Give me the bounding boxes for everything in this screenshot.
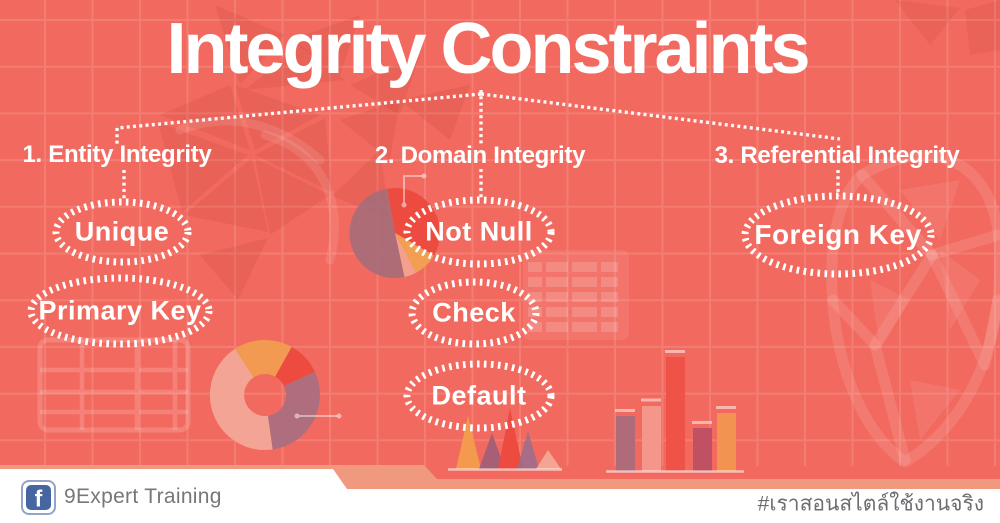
node-unique: Unique xyxy=(74,216,170,247)
spreadsheet-outline-decoration xyxy=(37,337,191,433)
node-outline-default xyxy=(403,360,555,432)
polygon-mesh-top-right xyxy=(895,0,1000,55)
node-primary-key: Primary Key xyxy=(38,295,202,326)
node-outline-primary-key xyxy=(27,274,213,348)
polygon-mesh-left-highlight xyxy=(175,116,339,265)
node-outline-check xyxy=(408,278,540,348)
node-foreign-key: Foreign Key xyxy=(754,219,922,250)
node-not-null: Not Null xyxy=(425,216,533,247)
page-title: Integrity Constraints xyxy=(166,9,810,89)
node-outline-not-null xyxy=(403,196,555,268)
node-check: Check xyxy=(432,297,516,328)
node-outline-unique xyxy=(52,198,192,266)
footer-ribbon xyxy=(0,465,1000,523)
branch-label-domain-integrity: 2. Domain Integrity xyxy=(374,142,586,169)
branch-label-entity-integrity: 1. Entity Integrity xyxy=(22,141,212,168)
spreadsheet-filled-decoration xyxy=(523,250,629,340)
facebook-icon[interactable]: f xyxy=(21,480,56,515)
mountain-chart-decoration xyxy=(448,408,562,471)
footer-brand-text: 9Expert Training xyxy=(64,485,222,508)
facebook-icon-square: f xyxy=(26,485,51,510)
bar-chart-decoration xyxy=(606,350,744,473)
facebook-f-glyph: f xyxy=(34,485,43,510)
node-outlines xyxy=(27,192,935,432)
branch-label-referential-integrity: 3. Referential Integrity xyxy=(714,142,960,169)
tree-connector-lines xyxy=(115,90,841,199)
donut-chart-decoration xyxy=(209,339,342,451)
node-default: Default xyxy=(431,380,527,411)
polygon-mesh-right xyxy=(826,150,1000,468)
node-outline-foreign-key xyxy=(741,192,935,278)
footer-hashtag-text: #เราสอนสไตล์ใช้งานจริง xyxy=(757,492,984,516)
